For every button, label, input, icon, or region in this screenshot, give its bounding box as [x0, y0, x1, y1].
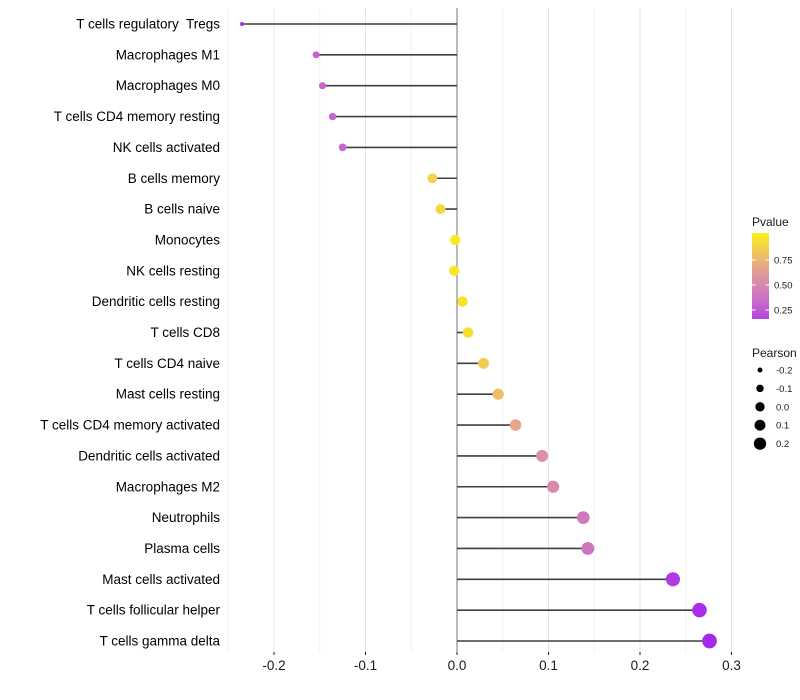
category-label: T cells regulatory Tregs	[76, 17, 220, 32]
lollipop-dot	[312, 51, 320, 59]
category-label: NK cells resting	[126, 263, 220, 278]
pearson-legend-size-label: -0.1	[776, 384, 792, 395]
category-label: Dendritic cells resting	[92, 294, 220, 309]
x-axis-tick-label: -0.2	[262, 658, 285, 673]
lollipop-dot	[478, 357, 489, 369]
category-label: Macrophages M2	[116, 479, 220, 494]
lollipop-dot	[457, 296, 468, 307]
pvalue-legend-tick-label: 0.25	[774, 305, 793, 316]
category-label: T cells gamma delta	[99, 634, 220, 649]
category-label: Neutrophils	[152, 510, 221, 525]
lollipop-dot	[692, 602, 707, 618]
lollipop-dot	[318, 82, 327, 90]
lollipop-dot	[328, 112, 337, 121]
lollipop-dot	[581, 542, 595, 555]
pvalue-legend-title: Pvalue	[752, 215, 789, 229]
pearson-legend-dot	[755, 402, 765, 412]
x-axis-tick-label: 0.2	[631, 658, 650, 673]
lollipop-dot	[536, 449, 549, 462]
x-axis-tick-label: 0.0	[448, 658, 467, 673]
category-label: B cells memory	[128, 171, 221, 186]
lollipop-dot	[449, 234, 461, 246]
category-label: T cells follicular helper	[87, 603, 221, 618]
pearson-legend-dot	[757, 367, 763, 373]
category-label: Monocytes	[155, 232, 221, 247]
pearson-legend-dot	[754, 419, 766, 431]
pearson-legend-size-label: 0.0	[776, 402, 789, 413]
category-label: Dendritic cells activated	[78, 448, 220, 463]
lollipop-dot	[427, 173, 438, 184]
x-axis-tick-label: 0.1	[539, 658, 558, 673]
lollipop-dot	[665, 572, 681, 587]
lollipop-dot	[462, 327, 474, 338]
pvalue-legend-tick-label: 0.75	[774, 255, 793, 266]
category-label: NK cells activated	[113, 140, 220, 155]
pearson-legend-size-label: 0.2	[776, 439, 789, 450]
category-label: Mast cells activated	[102, 572, 220, 587]
x-axis-tick-label: 0.3	[722, 658, 741, 673]
x-axis-tick-label: -0.1	[354, 658, 377, 673]
lollipop-dot	[239, 21, 244, 27]
category-label: T cells CD8	[150, 325, 220, 340]
category-label: T cells CD4 naive	[114, 356, 220, 371]
pearson-legend-size-label: 0.1	[776, 421, 789, 432]
category-label: T cells CD4 memory activated	[40, 418, 220, 433]
category-label: Macrophages M1	[116, 47, 220, 62]
lollipop-dot	[702, 633, 717, 649]
category-label: T cells CD4 memory resting	[54, 109, 220, 124]
lollipop-dot	[576, 511, 590, 524]
pvalue-legend-tick-label: 0.50	[774, 280, 793, 291]
pearson-legend-title: Pearson	[752, 346, 797, 360]
pvalue-gradient-bar	[752, 233, 769, 319]
category-label: Plasma cells	[144, 541, 220, 556]
lollipop-dot	[449, 265, 460, 276]
category-label: Macrophages M0	[116, 78, 220, 93]
lollipop-dot	[492, 388, 504, 400]
category-label: B cells naive	[144, 202, 220, 217]
pearson-legend-size-label: -0.2	[776, 366, 792, 377]
lollipop-dot	[435, 204, 446, 215]
lollipop-dot	[546, 480, 560, 493]
pearson-legend-dot	[756, 384, 764, 393]
lollipop-dot	[509, 419, 522, 431]
pearson-legend-dot	[753, 437, 767, 450]
category-label: Mast cells resting	[116, 387, 220, 402]
lollipop-dot	[338, 143, 347, 152]
